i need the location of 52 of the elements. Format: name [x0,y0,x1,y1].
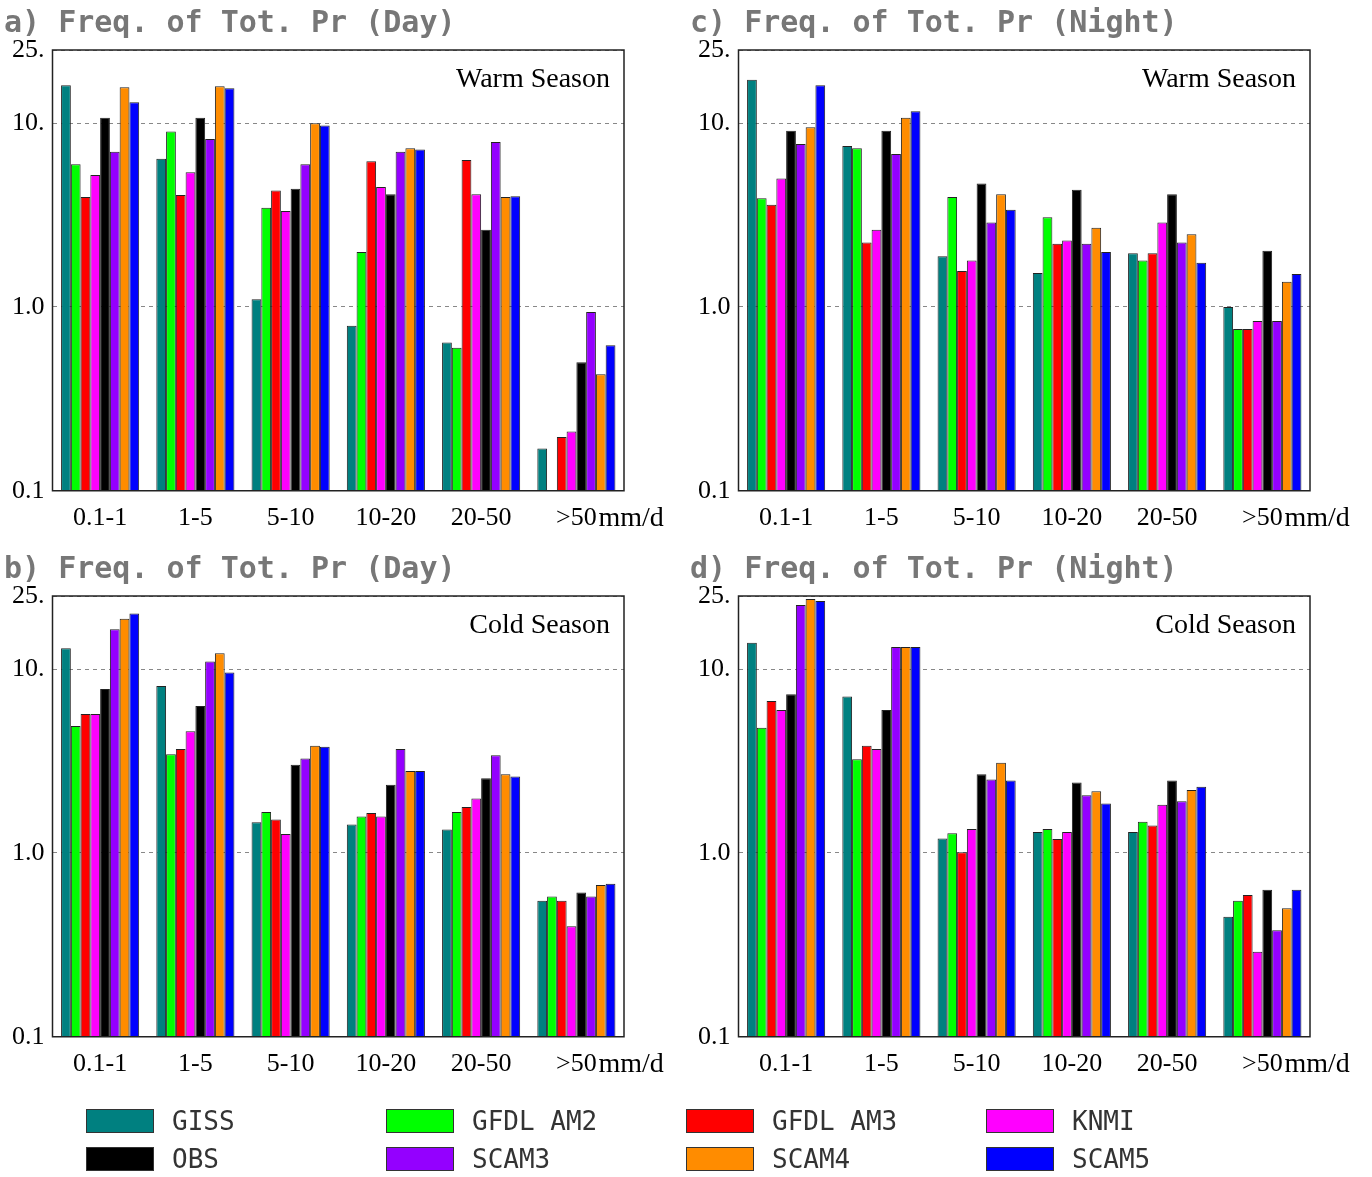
y-tick-label: 10. [698,652,731,682]
x-tick-label: 20-50 [1136,502,1198,532]
x-tick-label: 10-20 [355,502,417,532]
legend-label: GFDL AM3 [772,1106,898,1136]
legend-label: SCAM3 [472,1144,551,1174]
y-tick-label: 10. [12,652,45,682]
x-axis-title: mm/d [1284,501,1350,533]
x-tick-label: 1-5 [864,502,899,532]
x-tick-label: 0.1-1 [759,502,814,532]
x-tick-label: >50 [556,1048,597,1078]
x-axis-title: mm/d [598,1047,664,1079]
y-tick-label: 0.1 [698,1020,731,1050]
x-tick-label: >50 [556,502,597,532]
legend-label: GISS [172,1106,235,1136]
annotation: Warm Season [455,62,610,94]
x-tick-label: 20-50 [450,502,512,532]
x-tick-label: 10-20 [1041,502,1103,532]
annotation: Cold Season [1155,608,1296,640]
y-tick-label: 0.1 [698,474,731,504]
legend-label: GFDL AM2 [472,1106,598,1136]
x-tick-label: 1-5 [178,502,213,532]
x-axis-title: mm/d [1284,1047,1350,1079]
annotation: Cold Season [469,608,610,640]
legend-label: SCAM5 [1072,1144,1151,1174]
x-tick-label: 10-20 [355,1048,417,1078]
x-tick-label: 10-20 [1041,1048,1103,1078]
x-tick-label: 20-50 [1136,1048,1198,1078]
x-tick-label: 5-10 [952,502,1001,532]
y-tick-label: 0.1 [12,1020,45,1050]
legend-label: SCAM4 [772,1144,851,1174]
y-tick-label: 1.0 [698,290,731,320]
y-tick-label: 10. [698,106,731,136]
x-tick-label: 0.1-1 [759,1048,814,1078]
annotation: Warm Season [1141,62,1296,94]
x-tick-label: 1-5 [178,1048,213,1078]
x-tick-label: >50 [1242,502,1283,532]
y-tick-label: 1.0 [698,836,731,866]
x-tick-label: 1-5 [864,1048,899,1078]
x-tick-label: 20-50 [450,1048,512,1078]
y-tick-label: 10. [12,106,45,136]
y-tick-label: 1.0 [12,836,45,866]
x-axis-title: mm/d [598,501,664,533]
x-tick-label: 5-10 [266,502,315,532]
x-tick-label: 5-10 [952,1048,1001,1078]
legend-label: KNMI [1072,1106,1135,1136]
x-tick-label: >50 [1242,1048,1283,1078]
y-tick-label: 0.1 [12,474,45,504]
y-tick-label: 1.0 [12,290,45,320]
legend-label: OBS [172,1144,219,1174]
x-tick-label: 0.1-1 [73,1048,128,1078]
x-tick-label: 0.1-1 [73,502,128,532]
x-tick-label: 5-10 [266,1048,315,1078]
